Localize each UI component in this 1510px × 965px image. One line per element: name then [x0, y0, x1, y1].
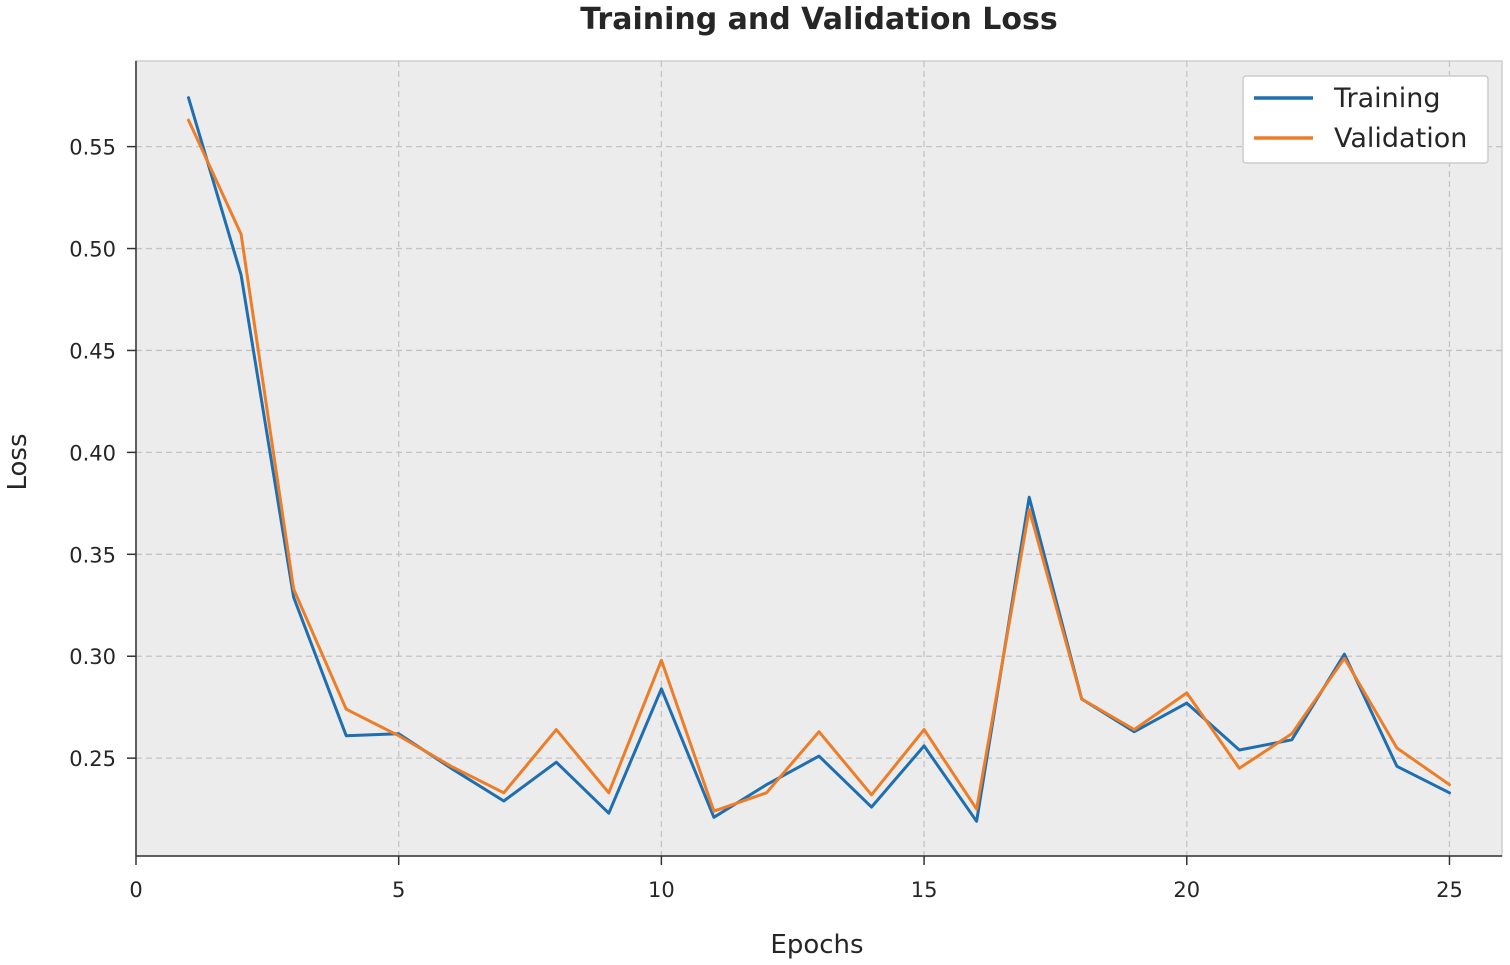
legend: Training Validation [1242, 75, 1489, 164]
x-tick-label: 20 [1173, 878, 1200, 902]
series-line-validation [187, 118, 1451, 813]
chart-title: Training and Validation Loss [580, 2, 1058, 37]
x-tick-label: 15 [911, 878, 938, 902]
y-tick-label: 0.40 [69, 441, 116, 465]
x-axis-ticks: 0 5 10 15 20 25 [129, 856, 1463, 902]
x-tick-label: 0 [129, 878, 142, 902]
y-tick-label: 0.25 [69, 747, 116, 771]
y-tick-label: 0.30 [69, 645, 116, 669]
series-lines [187, 96, 1451, 823]
plot-area [135, 60, 1503, 857]
axes [135, 61, 1502, 857]
y-tick-label: 0.35 [69, 543, 116, 567]
y-tick-label: 0.50 [69, 238, 116, 262]
x-tick-label: 25 [1436, 878, 1463, 902]
series-line-training [187, 96, 1451, 823]
x-tick-label: 10 [648, 878, 675, 902]
y-tick-label: 0.45 [69, 339, 116, 363]
x-tick-label: 5 [392, 878, 405, 902]
legend-label-training: Training [1333, 83, 1441, 114]
legend-label-validation: Validation [1334, 123, 1467, 154]
x-axis-label: Epochs [770, 930, 863, 960]
y-tick-label: 0.55 [69, 136, 116, 160]
y-axis-ticks: 0.25 0.30 0.35 0.40 0.45 0.50 0.55 [69, 136, 136, 771]
y-axis-label: Loss [3, 433, 33, 490]
